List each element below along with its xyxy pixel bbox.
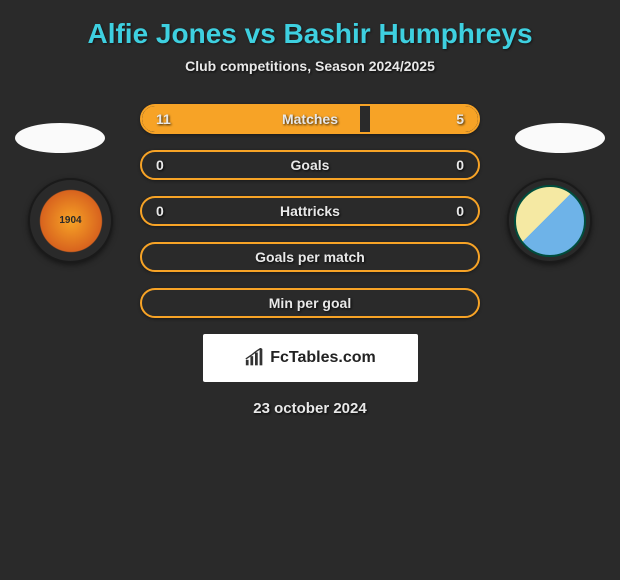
stat-value-right: 5	[456, 111, 464, 127]
stat-row: 11Matches5	[140, 104, 480, 134]
stat-value-right: 0	[456, 157, 464, 173]
stats-container: 11Matches50Goals00Hattricks0Goals per ma…	[140, 104, 480, 318]
stat-row: 0Hattricks0	[140, 196, 480, 226]
badge-year: 1904	[59, 215, 81, 226]
stat-row: Goals per match	[140, 242, 480, 272]
stat-label: Hattricks	[142, 203, 478, 219]
player-photo-left	[15, 123, 105, 153]
stat-label: Goals	[142, 157, 478, 173]
stat-value-right: 0	[456, 203, 464, 219]
club-badge-right	[507, 178, 592, 263]
stat-label: Matches	[142, 111, 478, 127]
club-badge-left: 1904	[28, 178, 113, 263]
player-photo-right	[515, 123, 605, 153]
stat-row: 0Goals0	[140, 150, 480, 180]
chart-icon	[244, 348, 266, 368]
stat-label: Min per goal	[142, 295, 478, 311]
brand-link[interactable]: FcTables.com	[203, 334, 418, 382]
shield-badge-icon	[514, 185, 586, 257]
date-label: 23 october 2024	[0, 400, 620, 417]
page-title: Alfie Jones vs Bashir Humphreys	[0, 0, 620, 58]
tiger-badge-icon: 1904	[35, 185, 107, 257]
stat-row: Min per goal	[140, 288, 480, 318]
page-subtitle: Club competitions, Season 2024/2025	[0, 58, 620, 74]
stat-label: Goals per match	[142, 249, 478, 265]
brand-text: FcTables.com	[270, 349, 376, 367]
